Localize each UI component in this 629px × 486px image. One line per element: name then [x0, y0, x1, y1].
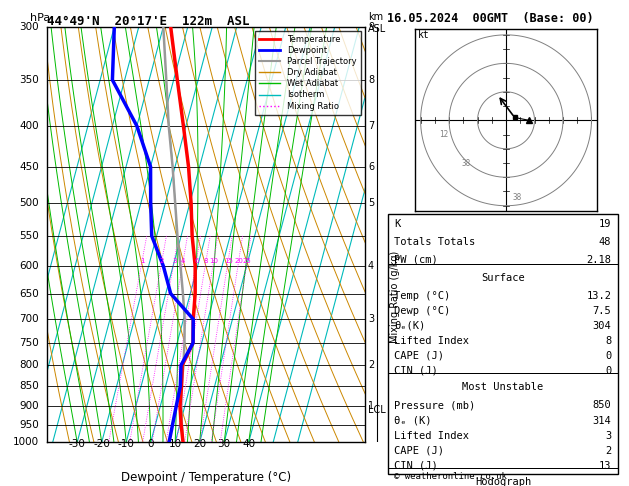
Text: 6: 6 — [194, 258, 199, 263]
Text: 3: 3 — [368, 314, 374, 324]
Text: 850: 850 — [593, 400, 611, 411]
Text: 2: 2 — [368, 360, 374, 370]
Text: 8: 8 — [204, 258, 208, 263]
Legend: Temperature, Dewpoint, Parcel Trajectory, Dry Adiabat, Wet Adiabat, Isotherm, Mi: Temperature, Dewpoint, Parcel Trajectory… — [255, 31, 360, 115]
Text: θₑ(K): θₑ(K) — [394, 321, 426, 331]
Text: Hodograph: Hodograph — [475, 477, 531, 486]
Text: 750: 750 — [19, 338, 39, 348]
Text: -20: -20 — [93, 439, 110, 449]
Text: 0: 0 — [605, 366, 611, 376]
Text: 550: 550 — [19, 231, 39, 241]
Text: 7: 7 — [368, 121, 374, 131]
Text: 450: 450 — [19, 162, 39, 172]
Text: -10: -10 — [118, 439, 135, 449]
Text: 400: 400 — [19, 121, 39, 131]
Text: 9: 9 — [368, 22, 374, 32]
Text: 1: 1 — [140, 258, 145, 263]
Text: kt: kt — [418, 30, 430, 40]
Text: 4: 4 — [368, 261, 374, 271]
Text: CAPE (J): CAPE (J) — [394, 446, 444, 456]
Text: 38: 38 — [462, 159, 470, 168]
Text: 950: 950 — [19, 419, 39, 430]
Text: 300: 300 — [19, 22, 39, 32]
Text: CAPE (J): CAPE (J) — [394, 351, 444, 361]
Text: 10: 10 — [209, 258, 218, 263]
Text: km
ASL: km ASL — [368, 12, 386, 34]
Text: Mixing Ratio (g/kg): Mixing Ratio (g/kg) — [390, 251, 400, 343]
Text: 2: 2 — [160, 258, 164, 263]
Text: hPa: hPa — [30, 13, 50, 22]
Text: 48: 48 — [599, 237, 611, 247]
Text: 800: 800 — [19, 360, 39, 370]
Text: Surface: Surface — [481, 273, 525, 283]
Text: 3: 3 — [172, 258, 177, 263]
Text: 8: 8 — [605, 336, 611, 346]
Text: 3: 3 — [605, 431, 611, 441]
Text: 850: 850 — [19, 381, 39, 391]
Text: Pressure (mb): Pressure (mb) — [394, 400, 476, 411]
Text: CIN (J): CIN (J) — [394, 461, 438, 471]
Text: Temp (°C): Temp (°C) — [394, 291, 450, 301]
Text: Dewpoint / Temperature (°C): Dewpoint / Temperature (°C) — [121, 471, 291, 485]
Text: 304: 304 — [593, 321, 611, 331]
Text: 25: 25 — [243, 258, 252, 263]
Text: CIN (J): CIN (J) — [394, 366, 438, 376]
Text: 19: 19 — [599, 219, 611, 229]
Text: 350: 350 — [19, 75, 39, 85]
Text: 10: 10 — [169, 439, 182, 449]
Text: K: K — [394, 219, 401, 229]
Text: 38: 38 — [513, 193, 522, 202]
Text: 40: 40 — [242, 439, 255, 449]
Text: LCL: LCL — [368, 405, 386, 415]
Text: Lifted Index: Lifted Index — [394, 336, 469, 346]
Text: 0: 0 — [605, 351, 611, 361]
Text: 7.5: 7.5 — [593, 306, 611, 316]
Text: 8: 8 — [368, 75, 374, 85]
Text: θₑ (K): θₑ (K) — [394, 416, 432, 426]
Text: 12: 12 — [439, 130, 448, 139]
Text: 1000: 1000 — [13, 437, 39, 447]
Text: Totals Totals: Totals Totals — [394, 237, 476, 247]
Text: 5: 5 — [368, 198, 374, 208]
Text: 6: 6 — [368, 162, 374, 172]
Text: Lifted Index: Lifted Index — [394, 431, 469, 441]
Text: 15: 15 — [224, 258, 233, 263]
Text: 700: 700 — [19, 314, 39, 324]
Text: 44°49'N  20°17'E  122m  ASL: 44°49'N 20°17'E 122m ASL — [47, 15, 250, 28]
Text: 20: 20 — [235, 258, 243, 263]
Text: -30: -30 — [69, 439, 86, 449]
Text: 13.2: 13.2 — [586, 291, 611, 301]
Text: 2: 2 — [605, 446, 611, 456]
Text: Most Unstable: Most Unstable — [462, 382, 543, 393]
Text: 500: 500 — [19, 198, 39, 208]
Text: 4: 4 — [181, 258, 186, 263]
Text: PW (cm): PW (cm) — [394, 255, 438, 265]
Text: 2.18: 2.18 — [586, 255, 611, 265]
Text: 600: 600 — [19, 261, 39, 271]
Text: 650: 650 — [19, 289, 39, 298]
Text: © weatheronline.co.uk: © weatheronline.co.uk — [394, 472, 507, 481]
Text: 900: 900 — [19, 401, 39, 411]
Text: 314: 314 — [593, 416, 611, 426]
Text: 13: 13 — [599, 461, 611, 471]
Text: 1: 1 — [368, 401, 374, 411]
Text: Dewp (°C): Dewp (°C) — [394, 306, 450, 316]
Text: 20: 20 — [193, 439, 206, 449]
Text: 30: 30 — [218, 439, 231, 449]
Text: 0: 0 — [147, 439, 154, 449]
Text: 16.05.2024  00GMT  (Base: 00): 16.05.2024 00GMT (Base: 00) — [387, 12, 593, 25]
